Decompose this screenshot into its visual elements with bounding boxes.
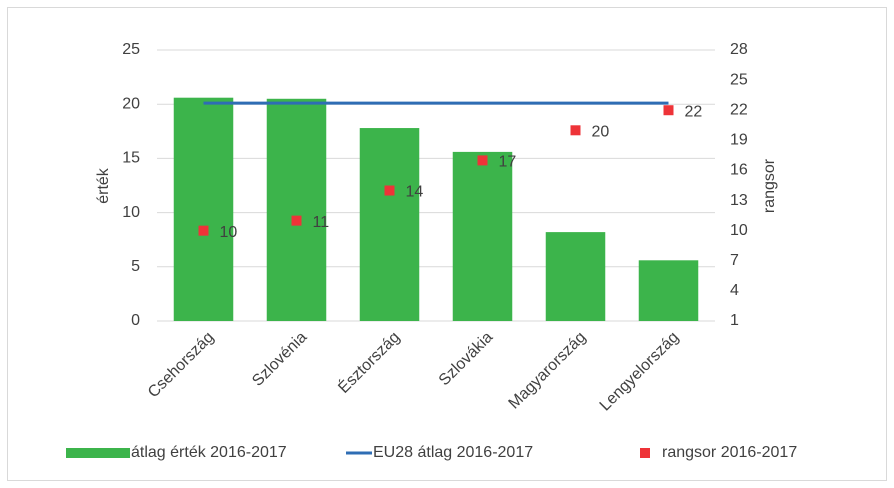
bar xyxy=(266,98,327,321)
point xyxy=(384,185,395,196)
y2-tick-label: 22 xyxy=(730,101,748,118)
data-label: 17 xyxy=(499,154,517,171)
y2-tick-label: 19 xyxy=(730,132,748,149)
bar xyxy=(359,128,420,321)
legend-label: rangsor 2016-2017 xyxy=(662,444,797,461)
y2-tick-label: 10 xyxy=(730,222,748,239)
y2-tick-label: 4 xyxy=(730,282,739,299)
y-tick-label: 0 xyxy=(131,312,140,329)
point xyxy=(198,225,209,236)
y-tick-label: 25 xyxy=(122,41,140,58)
point xyxy=(291,215,302,226)
y2-tick-label: 16 xyxy=(730,162,748,179)
bar xyxy=(545,232,606,321)
bar xyxy=(638,260,699,321)
y-tick-label: 15 xyxy=(122,150,140,167)
legend-label: átlag érték 2016-2017 xyxy=(131,444,287,461)
y2-axis-title: rangsor xyxy=(761,158,778,213)
y-tick-label: 20 xyxy=(122,95,140,112)
legend-swatch xyxy=(640,448,650,458)
y2-tick-label: 1 xyxy=(730,312,739,329)
data-label: 14 xyxy=(406,184,424,201)
data-label: 22 xyxy=(685,103,703,120)
y-axis-title: érték xyxy=(95,167,112,204)
y2-tick-label: 13 xyxy=(730,192,748,209)
point xyxy=(663,105,674,116)
y2-tick-label: 28 xyxy=(730,41,748,58)
y-tick-label: 5 xyxy=(131,258,140,275)
y2-tick-label: 7 xyxy=(730,252,739,269)
legend-label: EU28 átlag 2016-2017 xyxy=(373,444,533,461)
data-label: 20 xyxy=(592,124,610,141)
point xyxy=(477,155,488,166)
point xyxy=(570,125,581,136)
bar xyxy=(173,97,234,321)
data-label: 10 xyxy=(220,224,238,241)
y2-tick-label: 25 xyxy=(730,71,748,88)
y-tick-label: 10 xyxy=(122,204,140,221)
bar xyxy=(452,151,513,321)
chart-border xyxy=(7,7,887,481)
legend-swatch xyxy=(66,448,130,458)
data-label: 11 xyxy=(313,214,330,231)
